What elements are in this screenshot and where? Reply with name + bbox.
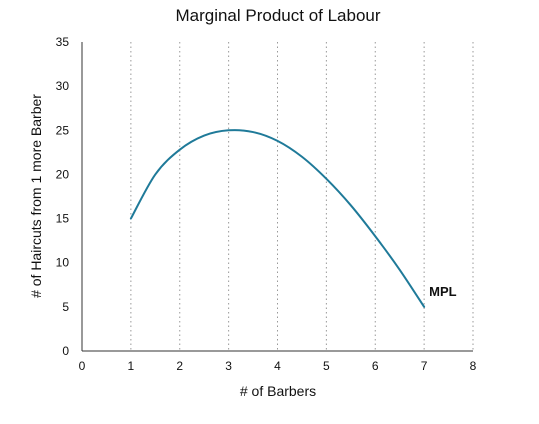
x-tick-label-5: 5 <box>323 359 330 373</box>
series-line-mpl <box>129 129 426 308</box>
y-tick-label-10: 10 <box>56 256 70 270</box>
x-tick-label-0: 0 <box>79 359 86 373</box>
y-tick-labels: 0 5 10 15 20 25 30 35 <box>56 35 70 358</box>
x-tick-label-2: 2 <box>176 359 183 373</box>
x-axis-label: # of Barbers <box>240 383 316 399</box>
y-tick-label-5: 5 <box>62 300 69 314</box>
x-tick-label-3: 3 <box>225 359 232 373</box>
series-group: MPL <box>129 129 457 308</box>
x-tick-label-6: 6 <box>372 359 379 373</box>
axes <box>81 42 473 352</box>
x-tick-label-4: 4 <box>274 359 281 373</box>
x-tick-label-1: 1 <box>128 359 135 373</box>
y-tick-label-25: 25 <box>56 123 70 137</box>
x-tick-label-7: 7 <box>421 359 428 373</box>
y-tick-label-20: 20 <box>56 167 70 181</box>
x-tick-label-8: 8 <box>470 359 477 373</box>
y-tick-label-35: 35 <box>56 35 70 49</box>
y-tick-label-15: 15 <box>56 212 70 226</box>
grid-lines <box>130 42 474 351</box>
y-axis-label: # of Haircuts from 1 more Barber <box>28 94 44 298</box>
y-tick-label-0: 0 <box>62 344 69 358</box>
x-tick-labels: 0 1 2 3 4 5 6 7 8 <box>79 359 477 373</box>
chart-title: Marginal Product of Labour <box>175 6 380 25</box>
y-tick-label-30: 30 <box>56 79 70 93</box>
series-label-mpl: MPL <box>429 284 457 299</box>
